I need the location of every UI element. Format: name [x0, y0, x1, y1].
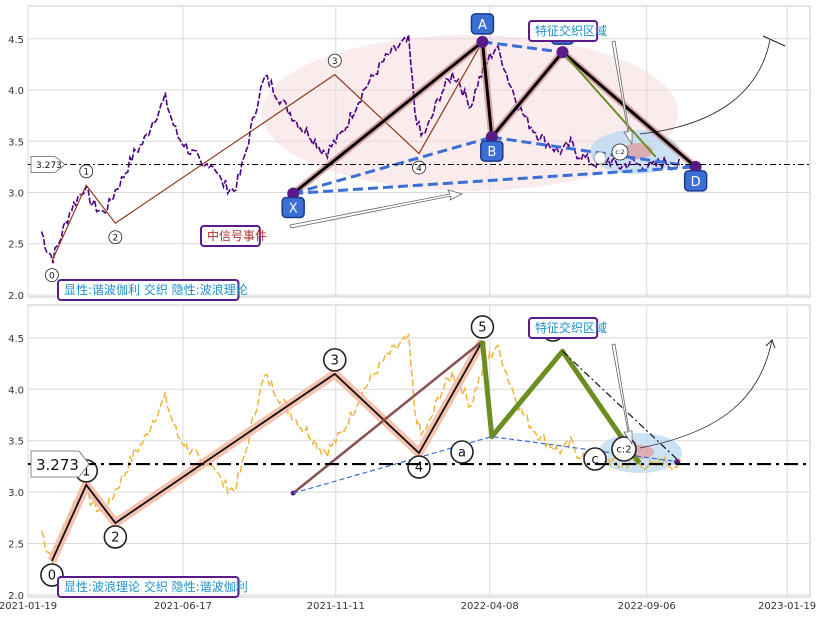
top-c2-marker-label: c:2 — [615, 149, 624, 156]
cd-trend-line — [561, 51, 657, 158]
projection-arrowhead — [765, 339, 776, 349]
wave-point-4-label: 4 — [416, 164, 422, 174]
signal-label: 中信号事件 — [207, 228, 267, 243]
panel-bottom: 2.02.53.03.54.04.5012345abcc:2特征交织区域显性:波… — [8, 304, 811, 602]
wave-point-2-label: 2 — [111, 531, 119, 546]
correction-line — [479, 340, 642, 465]
top-zone-label: 特征交织区域 — [535, 23, 607, 38]
wave-point-3-label: 3 — [331, 354, 339, 369]
wave-line — [51, 41, 483, 262]
x-tick-label: 2022-09-06 — [618, 601, 676, 612]
harmonic-badge-B: B — [487, 145, 496, 160]
harmonic-dash-XB — [292, 135, 493, 195]
harmonic-leg-XA — [292, 40, 484, 195]
bottom-c2-marker-circle — [611, 436, 637, 462]
projection-curve — [639, 39, 771, 135]
harmonic-leg-CD — [561, 50, 697, 169]
harmonic-dash-AC — [482, 40, 563, 54]
y-tick-label: 2.5 — [8, 540, 24, 551]
wave-point-0-label: 0 — [48, 569, 56, 584]
bottom-title-label-box — [57, 576, 240, 598]
y-tick-label: 3.5 — [8, 137, 24, 148]
bottom-zone-label: 特征交织区域 — [535, 320, 607, 335]
y-tick-label: 4.0 — [8, 86, 24, 97]
top-zone-label-box — [528, 20, 599, 42]
harmonic-point-B — [485, 131, 498, 144]
bottom-c2-marker-label: c:2 — [616, 445, 631, 456]
harmonic-badge-B-box — [480, 140, 504, 162]
wave-point-4-label: 4 — [415, 461, 423, 476]
support-line-label: 3.273 — [36, 161, 62, 171]
x-tick-label: 2021-06-17 — [154, 601, 212, 612]
harmonic-badge-D: D — [691, 175, 701, 190]
harmonic-dash-line — [293, 435, 681, 494]
wave-point-3-circle — [327, 53, 342, 68]
correction-point-a-label: a — [458, 446, 466, 461]
support-line-label: 3.273 — [36, 456, 79, 474]
wave-point-4-circle — [407, 455, 431, 479]
harmonic-leg-BC — [490, 51, 564, 139]
cd-dash-line — [562, 350, 681, 463]
wave-point-3-circle — [322, 348, 347, 372]
y-tick-label: 2.0 — [8, 291, 24, 302]
harmonic-point-D — [689, 160, 702, 173]
zone-arrow — [611, 40, 633, 146]
harmonic-point-X — [287, 187, 300, 200]
wave-point-3-label: 3 — [332, 57, 338, 67]
bottom-title-label: 显性:波浪理论 交织 隐性:谐波伽利 — [64, 579, 248, 594]
panel-top: 2.02.53.03.54.04.5012345XABCDc:2特征交织区域中信… — [8, 5, 811, 302]
support-label-box — [30, 156, 66, 174]
correction-point-c-label: c — [591, 453, 598, 468]
wave-point-1-label: 1 — [83, 168, 89, 178]
y-tick-label: 3.0 — [8, 188, 24, 199]
wave-point-1-label: 1 — [82, 465, 90, 480]
projection-arrowhead — [762, 35, 786, 47]
y-tick-label: 2.0 — [8, 591, 24, 602]
harmonic-badge-A: A — [478, 18, 487, 33]
x-tick-label: 2022-04-08 — [461, 601, 519, 612]
interweave-zone — [262, 35, 678, 191]
signal-label-box — [200, 225, 261, 247]
wave-point-2-label: 2 — [112, 233, 118, 243]
impulse-line — [51, 340, 484, 562]
x-tick-label: 2021-11-11 — [307, 601, 365, 612]
projection-curve — [639, 339, 773, 449]
harmonic-point-A — [476, 35, 489, 48]
top-title-label: 显性:谐波伽利 交织 隐性:波浪理论 — [64, 282, 248, 297]
y-tick-label: 3.5 — [8, 437, 24, 448]
harmonic-dash-BD — [491, 135, 696, 169]
top-title-label-box — [57, 279, 240, 301]
bottom-zone-label-box — [528, 317, 599, 339]
harmonic-point-C — [556, 46, 569, 59]
wave-point-0-label: 0 — [49, 271, 55, 281]
harmonic-badge-X-box — [281, 196, 305, 219]
signal-arrow — [289, 189, 464, 229]
xa-line — [292, 340, 484, 495]
y-tick-label: 4.5 — [8, 334, 24, 345]
harmonic-badge-A-box — [470, 13, 495, 35]
support-label-box — [30, 450, 90, 478]
harmonic-badge-X: X — [289, 202, 298, 217]
wave-point-2-circle — [108, 230, 123, 245]
wave-point-5-label: 5 — [478, 321, 486, 336]
y-tick-label: 3.0 — [8, 488, 24, 499]
wave-point-0-circle — [45, 268, 59, 283]
top-c-marker — [593, 151, 607, 165]
harmonic-dash-XD — [293, 165, 696, 196]
top-c2-marker-circle — [611, 143, 629, 161]
target-core — [623, 143, 653, 159]
y-tick-label: 4.0 — [8, 385, 24, 396]
wave-point-5-circle — [470, 315, 495, 339]
zone-arrow — [611, 343, 633, 446]
wave-point-2-circle — [103, 525, 128, 549]
harmonic-leg-AB — [480, 41, 494, 138]
y-tick-label: 2.5 — [8, 240, 24, 251]
x-tick-label: 2023-01-19 — [758, 601, 816, 612]
x-tick-label: 2021-01-19 — [0, 601, 57, 612]
harmonic-badge-D-box — [683, 170, 708, 192]
y-tick-label: 4.5 — [8, 35, 24, 46]
